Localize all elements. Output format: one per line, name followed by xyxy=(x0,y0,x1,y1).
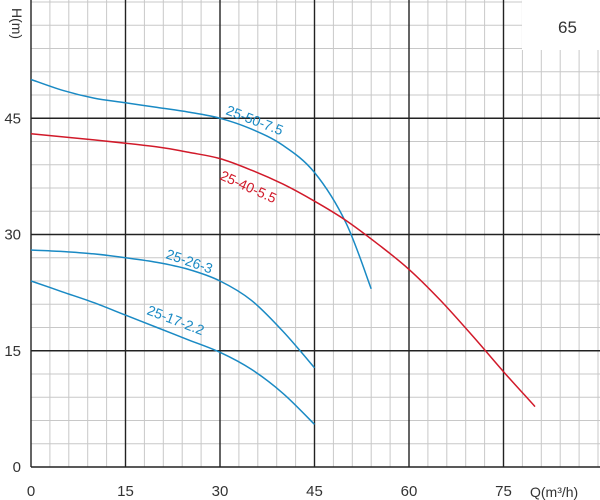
series-25-26-3-label: 25-26-3 xyxy=(164,246,215,277)
minor-grid xyxy=(30,0,600,468)
badge-number: 65 xyxy=(558,18,577,37)
series-25-40-5-5-label: 25-40-5.5 xyxy=(218,167,279,206)
series-labels: 25-50-7.525-40-5.525-26-325-17-2.2 xyxy=(145,102,286,338)
x-tick-label: 15 xyxy=(117,483,134,500)
y-tick-label: 15 xyxy=(4,343,21,360)
y-tick-labels: 0 15 30 45 xyxy=(4,110,21,476)
series-group xyxy=(30,78,536,425)
x-axis-title: Q(m³/h) xyxy=(530,484,578,500)
series-25-26-3-line xyxy=(30,249,316,369)
major-grid xyxy=(31,0,600,467)
x-tick-label: 0 xyxy=(27,483,35,500)
y-axis-title: H(m) xyxy=(9,8,25,39)
series-25-40-5-5-line xyxy=(30,133,536,408)
series-25-50-7-5-line xyxy=(30,78,372,290)
x-tick-labels: 0 15 30 45 60 75 xyxy=(27,483,512,500)
series-25-17-2-2-line xyxy=(30,280,316,425)
x-tick-label: 60 xyxy=(401,483,418,500)
y-tick-label: 0 xyxy=(13,459,21,476)
x-tick-label: 30 xyxy=(212,483,229,500)
badge-box xyxy=(522,0,600,50)
y-tick-label: 30 xyxy=(4,227,21,244)
axes xyxy=(30,0,600,468)
series-25-17-2-2-label: 25-17-2.2 xyxy=(145,302,207,338)
y-tick-label: 45 xyxy=(4,110,21,127)
x-tick-label: 45 xyxy=(306,483,323,500)
x-tick-label: 75 xyxy=(495,483,512,500)
